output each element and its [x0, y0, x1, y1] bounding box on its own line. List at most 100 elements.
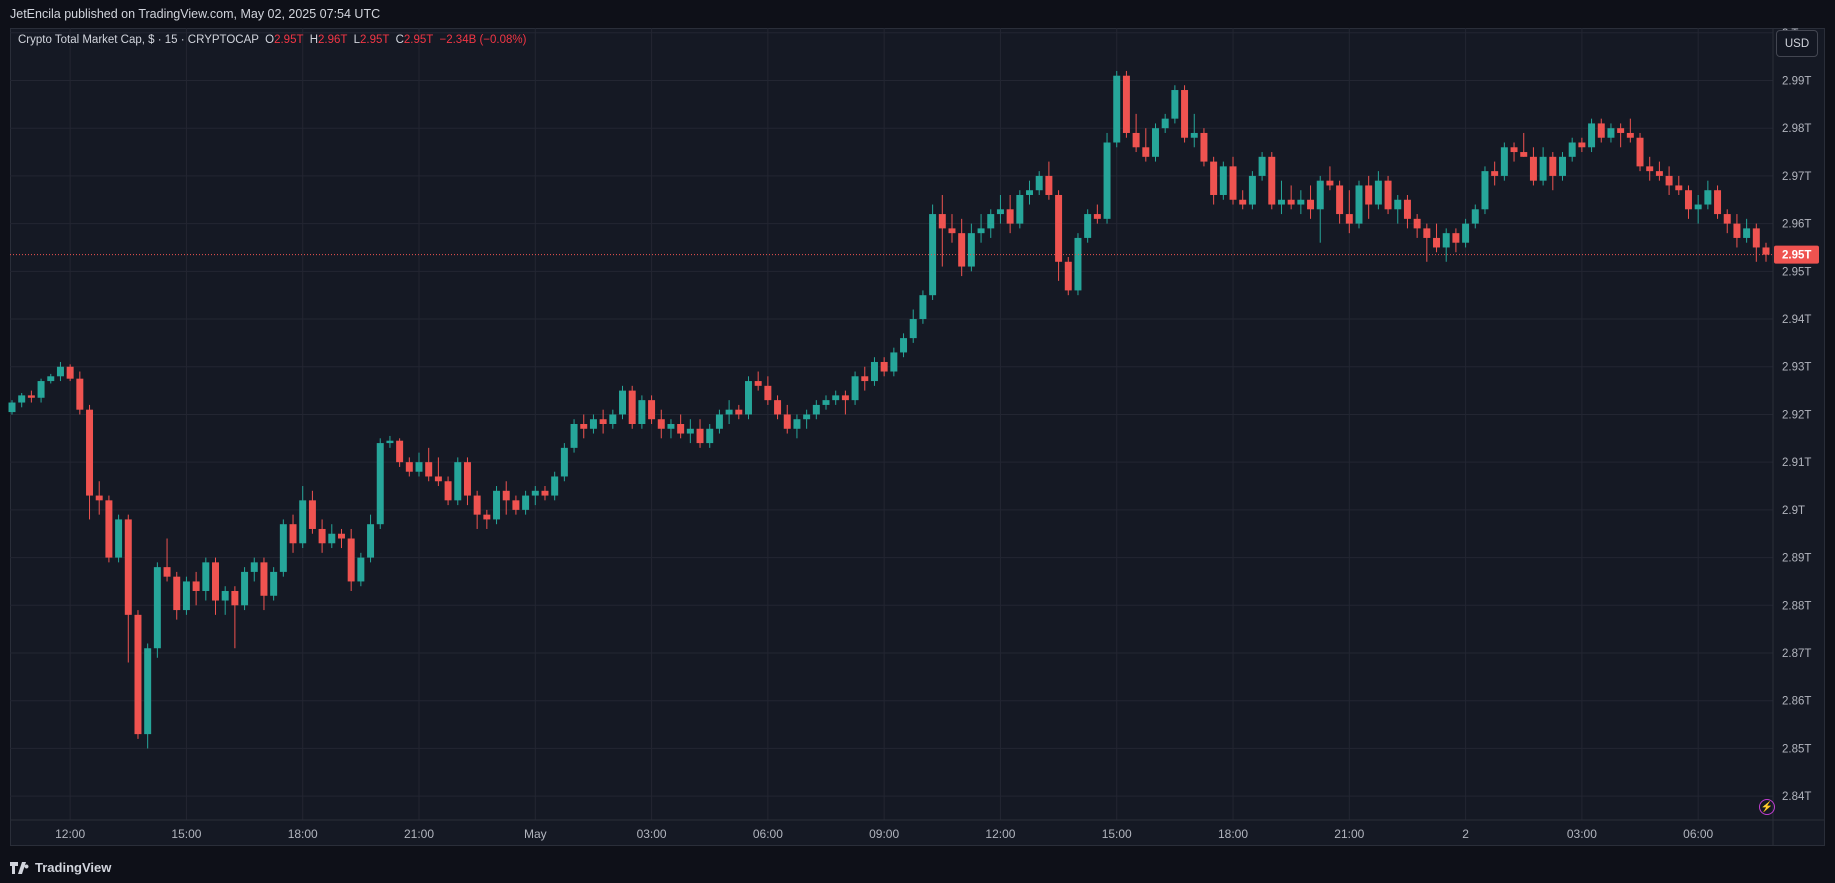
candle-body: [56, 366, 64, 377]
candle-body: [522, 495, 530, 510]
candle-body: [803, 414, 811, 420]
candle-body: [1045, 175, 1053, 195]
candle-body: [1433, 237, 1441, 248]
candle-body: [221, 590, 229, 601]
candle-body: [1365, 185, 1373, 205]
candle-body: [1316, 180, 1324, 210]
candle-body: [1152, 128, 1159, 157]
candle-body: [115, 519, 123, 558]
candle-body: [1423, 228, 1431, 238]
candle-body: [241, 571, 249, 606]
y-tick-label: 2.84T: [1782, 791, 1811, 803]
brand-name: TradingView: [35, 860, 112, 875]
candle-body: [1287, 199, 1295, 205]
x-tick-label: 03:00: [1567, 827, 1597, 841]
candle-body: [1219, 166, 1227, 195]
x-tick-label: 21:00: [404, 827, 434, 841]
candle-body: [619, 390, 626, 415]
candle-body: [27, 395, 35, 398]
candle-body: [1684, 190, 1692, 210]
candle-body: [1307, 199, 1315, 210]
candle-body: [1714, 190, 1722, 215]
last-price-badge: [1774, 245, 1819, 264]
candle-body: [47, 376, 55, 382]
candle-body: [1355, 185, 1363, 224]
candle-body: [1452, 233, 1460, 243]
candle-body: [231, 590, 239, 606]
x-tick-label: 18:00: [288, 827, 318, 841]
candle-body: [124, 519, 132, 615]
candle-body: [1064, 261, 1072, 291]
candle-body: [793, 419, 801, 429]
x-tick-label: 03:00: [637, 827, 667, 841]
candle-body: [1035, 175, 1043, 191]
candle-body: [308, 500, 316, 529]
candle-body: [764, 385, 772, 401]
candle-body: [967, 233, 975, 267]
candle-body: [1743, 228, 1751, 238]
candle-body: [134, 614, 142, 735]
candle-body: [66, 366, 74, 379]
candle-body: [1248, 175, 1256, 205]
x-tick-label: 06:00: [753, 827, 783, 841]
x-tick-label: 18:00: [1218, 827, 1248, 841]
candle-body: [1171, 90, 1179, 119]
candle-body: [483, 514, 491, 520]
candle-body: [725, 409, 733, 415]
candle-body: [715, 414, 723, 429]
candle-body: [1520, 152, 1528, 157]
candle-body: [86, 409, 94, 496]
candle-body: [531, 490, 539, 496]
candle-body: [367, 524, 375, 558]
candle-body: [1093, 214, 1101, 219]
symbol-legend: Crypto Total Market Cap, $ · 15 · CRYPTO…: [18, 34, 526, 46]
candle-body: [396, 440, 404, 463]
candle-body: [250, 562, 258, 572]
candle-body: [1200, 132, 1208, 162]
candle-body: [1384, 180, 1392, 210]
candle-body: [182, 581, 190, 611]
candle-body: [1733, 223, 1741, 238]
candle-body: [1559, 156, 1566, 176]
candle-body: [463, 462, 471, 496]
candle-body: [841, 395, 849, 401]
candle-body: [774, 400, 782, 415]
tradingview-logo[interactable]: TradingView: [10, 860, 111, 875]
candle-body: [212, 562, 219, 601]
candle-body: [1529, 156, 1537, 181]
candle-body: [696, 428, 704, 444]
candle-body: [1626, 132, 1634, 138]
candle-body: [337, 533, 345, 539]
candle-body: [386, 440, 394, 444]
candle-body: [405, 462, 413, 472]
candle-body: [1607, 128, 1615, 138]
candle-body: [900, 338, 908, 353]
candle-body: [1617, 128, 1625, 133]
candle-body: [270, 571, 278, 596]
candle-body: [1210, 161, 1218, 195]
x-tick-label: 15:00: [171, 827, 201, 841]
candle-body: [318, 528, 326, 544]
y-tick-label: 2.99T: [1782, 75, 1811, 87]
candle-body: [832, 395, 840, 401]
candle-body: [948, 228, 956, 234]
x-tick-label: 12:00: [985, 827, 1015, 841]
candle-body: [958, 233, 966, 267]
candle-body: [1549, 156, 1557, 176]
y-tick-label: 2.92T: [1782, 409, 1811, 421]
candle-body: [493, 490, 501, 520]
candle-body: [434, 476, 442, 482]
publisher-text: JetEncila published on TradingView.com, …: [10, 7, 381, 21]
lightning-icon[interactable]: ⚡: [1759, 799, 1775, 815]
candle-body: [260, 562, 268, 596]
chart-frame[interactable]: [10, 28, 1825, 846]
candle-body: [822, 400, 830, 405]
open-value: 2.95T: [274, 34, 304, 46]
x-tick-label: 2: [1462, 827, 1469, 841]
candle-body: [599, 419, 607, 424]
candle-body: [173, 576, 181, 611]
currency-button[interactable]: USD: [1776, 30, 1818, 57]
candle-body: [638, 400, 646, 424]
candle-body: [880, 361, 888, 372]
